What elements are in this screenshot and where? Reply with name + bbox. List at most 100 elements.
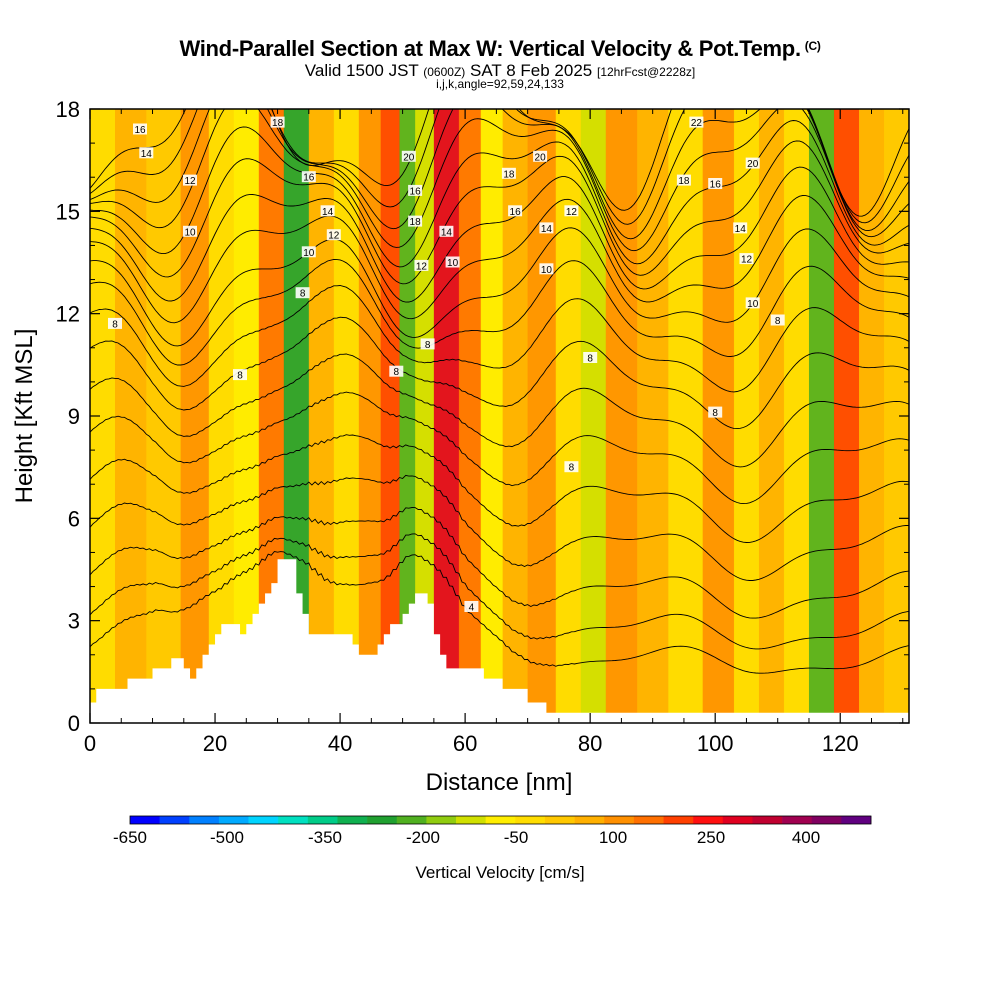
contour-label-bg: [301, 171, 316, 183]
contour-label-text: 8: [775, 316, 781, 327]
contour-label: 14: [439, 225, 454, 238]
terrain-fill: [90, 559, 909, 723]
contour-label-text: 10: [541, 265, 553, 276]
colorbar-frame: [129, 815, 872, 825]
velocity-band: [733, 109, 760, 723]
contour-label-bg: [539, 263, 554, 275]
contour-label: 12: [739, 253, 754, 266]
contour-label-bg: [439, 225, 454, 237]
contour-label: 8: [295, 287, 310, 300]
contour-label: 8: [564, 461, 579, 474]
x-tick-label: 100: [697, 731, 734, 756]
colorbar-tick-label: -200: [406, 828, 440, 847]
colorbar-swatch: [663, 816, 694, 824]
contour-label-text: 12: [328, 231, 340, 242]
theta-contour: [90, 195, 909, 324]
contour-label: 10: [183, 225, 197, 238]
velocity-band: [208, 109, 235, 723]
contour-label-bg: [420, 338, 435, 350]
colorbar-swatch: [633, 816, 664, 824]
contour-label-text: 16: [410, 186, 422, 197]
contour-label: 10: [301, 246, 316, 259]
colorbar-tick-label: -350: [308, 828, 342, 847]
contour-label: 16: [408, 184, 423, 197]
valid-time: Valid 1500 JST (0600Z) SAT 8 Feb 2025 [1…: [304, 61, 696, 80]
contour-label: 16: [301, 171, 316, 184]
velocity-band: [333, 109, 360, 723]
contour-label: 20: [401, 150, 416, 163]
velocity-band: [358, 109, 382, 723]
theta-contour: [90, 140, 909, 285]
y-tick-label: 9: [68, 404, 80, 429]
colorbar-swatch: [722, 816, 753, 824]
contour-label-bg: [408, 184, 423, 196]
colorbar-swatch: [485, 816, 516, 824]
theta-contour: [90, 227, 909, 347]
colorbar-tick-label: -50: [504, 828, 529, 847]
contour-label: 18: [408, 215, 423, 228]
contour-label-text: 8: [712, 408, 718, 419]
contour-label-text: 10: [447, 258, 459, 269]
contour-label-bg: [689, 116, 704, 128]
colorbar-swatch: [604, 816, 635, 824]
contour-label-text: 14: [141, 149, 153, 160]
theta-contour: [90, 285, 909, 393]
contour-label-text: 20: [747, 159, 759, 170]
contour-label-bg: [583, 352, 598, 363]
colorbar-swatch: [426, 816, 457, 824]
contour-label-bg: [745, 297, 760, 309]
contour-label-bg: [708, 178, 723, 189]
x-tick-label: 40: [328, 731, 352, 756]
velocity-band: [783, 109, 810, 723]
contour-label-bg: [745, 157, 760, 169]
colorbar: -650 -500 -350 -200 -50 100 250 400: [113, 815, 872, 847]
contour-label-bg: [183, 225, 197, 237]
contour-label-text: 10: [303, 248, 315, 259]
colorbar-swatch: [693, 816, 724, 824]
contour-label: 20: [745, 157, 760, 170]
colorbar-swatch: [218, 816, 249, 824]
contour-label: 16: [133, 123, 147, 136]
theta-contour: [90, 353, 909, 468]
contour-label-bg: [401, 150, 416, 162]
contour-label: 8: [389, 365, 404, 378]
y-tick-label: 12: [56, 302, 80, 327]
theta-contours: [90, 109, 909, 674]
contour-label-text: 22: [691, 118, 703, 129]
x-axis-label: Distance [nm]: [426, 769, 573, 796]
contour-label-bg: [408, 215, 423, 227]
contour-label: 18: [270, 116, 285, 129]
contour-label: 16: [708, 178, 723, 191]
y-tick-label: 0: [68, 711, 80, 736]
velocity-band: [833, 109, 860, 723]
copyright-mark: (C): [804, 39, 821, 53]
contour-label-text: 12: [741, 255, 753, 266]
contour-label-bg: [501, 167, 516, 179]
colorbar-swatch: [248, 816, 279, 824]
contour-labels: 16 14 12 10 18 16 14 12 10 8 8 8 20 16 18 14 12 10 8 8 18 20 1…: [108, 116, 785, 614]
contour-label-bg: [233, 369, 247, 381]
velocity-band: [399, 109, 416, 723]
contour-label-bg: [414, 259, 429, 271]
contour-label-text: 18: [410, 217, 422, 228]
velocity-band: [146, 109, 182, 723]
contour-label: 8: [770, 314, 785, 327]
colorbar-swatch: [130, 816, 160, 824]
x-tick-label: 120: [822, 731, 859, 756]
contour-label-bg: [739, 253, 754, 265]
contour-label: 4: [464, 601, 479, 614]
y-tick-label: 18: [56, 97, 80, 122]
colorbar-swatch: [307, 816, 338, 824]
contour-label-bg: [464, 601, 479, 612]
velocity-band: [758, 109, 785, 723]
contour-label-bg: [295, 287, 310, 299]
contour-label-text: 12: [184, 176, 196, 187]
contour-label-bg: [270, 116, 285, 128]
contour-label-text: 4: [469, 603, 475, 614]
colorbar-swatch: [159, 816, 190, 824]
contour-label: 8: [583, 352, 598, 365]
theta-contour: [90, 120, 909, 268]
contour-label: 18: [501, 167, 516, 180]
contour-label-text: 14: [735, 224, 747, 235]
colorbar-tick-label: 400: [792, 828, 820, 847]
